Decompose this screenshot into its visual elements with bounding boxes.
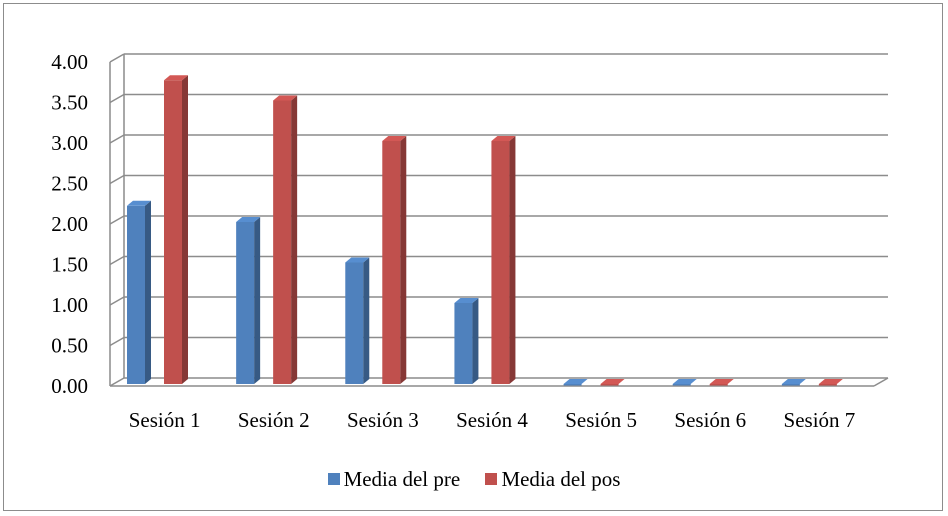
bar-pos <box>382 136 407 384</box>
bar-pre <box>672 379 697 386</box>
bar-front <box>781 384 800 386</box>
bar-top <box>382 136 407 141</box>
legend-label-pre: Media del pre <box>343 466 461 491</box>
legend: Media del pre Media del pos <box>0 466 948 492</box>
bar-pos <box>273 95 298 384</box>
bar-top <box>491 136 516 141</box>
y-tick-label: 1.50 <box>51 253 88 277</box>
bar-front <box>709 384 728 386</box>
bar-front <box>273 100 292 384</box>
bar-front <box>345 262 364 384</box>
bar-top <box>273 95 298 101</box>
y-tick-label: 4.00 <box>51 50 88 74</box>
bar-pre <box>345 257 370 384</box>
bar-top <box>600 379 625 384</box>
y-tick-label: 0.50 <box>51 334 88 358</box>
bar-top <box>672 379 697 384</box>
gridline-depth <box>109 296 125 306</box>
bar-top <box>454 298 479 303</box>
bar-pos <box>164 75 188 384</box>
bar-pos <box>491 136 516 384</box>
x-tick-label: Sesión 7 <box>784 408 856 432</box>
gridline-depth <box>109 377 125 387</box>
gridline-depth <box>109 53 125 63</box>
bar-front <box>164 80 182 384</box>
y-tick-label: 0.00 <box>51 374 88 398</box>
gridline-depth <box>109 174 125 185</box>
bar-front <box>600 384 619 386</box>
y-tick-label: 3.00 <box>51 131 88 155</box>
bar-side <box>509 136 516 384</box>
bar-front <box>491 141 510 384</box>
legend-item-pre: Media del pre <box>327 466 461 492</box>
x-tick-label: Sesión 3 <box>347 408 419 432</box>
bar-front <box>563 384 582 386</box>
bar-top <box>563 379 588 384</box>
gridline-depth <box>109 255 125 266</box>
bar-pre <box>563 379 588 386</box>
bar-front <box>382 141 401 384</box>
gridline-depth <box>109 336 125 347</box>
bar-front <box>127 205 145 384</box>
bar-side <box>291 95 298 384</box>
legend-swatch-pre <box>327 473 340 485</box>
bar-pre <box>781 379 806 386</box>
bar-top <box>127 200 151 206</box>
bar-side <box>472 298 479 384</box>
legend-label-pos: Media del pos <box>501 466 621 491</box>
x-tick-label: Sesión 5 <box>565 408 637 432</box>
x-tick-label: Sesión 6 <box>674 408 746 432</box>
x-tick-label: Sesión 1 <box>129 408 201 432</box>
legend-item-pos: Media del pos <box>485 467 620 492</box>
bar-pos <box>818 379 843 386</box>
bar-pre <box>127 200 151 384</box>
y-tick-label: 3.50 <box>51 91 88 115</box>
bar-top <box>236 217 261 222</box>
bar-side <box>254 217 261 384</box>
bar-pos <box>709 379 734 386</box>
gridline-depth <box>109 93 125 104</box>
bar-front <box>672 384 691 386</box>
bar-front <box>818 384 837 386</box>
x-tick-label: Sesión 4 <box>456 408 528 432</box>
bar-side <box>145 200 151 384</box>
bar-front <box>454 303 473 384</box>
bar-top <box>345 257 370 263</box>
bar-pre <box>236 217 261 384</box>
y-tick-label: 2.50 <box>51 172 88 196</box>
bars-layer <box>127 75 843 386</box>
bar-side <box>182 75 188 384</box>
gridline-depth <box>109 134 125 144</box>
bar-top <box>709 379 734 384</box>
gridline-depth <box>109 215 125 225</box>
bar-side <box>363 257 370 384</box>
y-tick-label: 1.00 <box>51 293 88 317</box>
legend-swatch-pos <box>485 473 498 485</box>
bar-pos <box>600 379 625 386</box>
labels-layer: 0.00 0.50 1.00 1.50 2.00 2.50 3.00 3.50 4.00 Sesi… <box>51 50 855 432</box>
bar-top <box>818 379 843 384</box>
bar-top <box>781 379 806 384</box>
x-tick-label: Sesión 2 <box>238 408 310 432</box>
x-axis-depth-right <box>873 377 889 387</box>
bar-side <box>400 136 407 384</box>
y-tick-label: 2.00 <box>51 212 88 236</box>
bar-front <box>236 222 255 384</box>
bar-top <box>164 75 188 81</box>
bar-pre <box>454 298 479 384</box>
